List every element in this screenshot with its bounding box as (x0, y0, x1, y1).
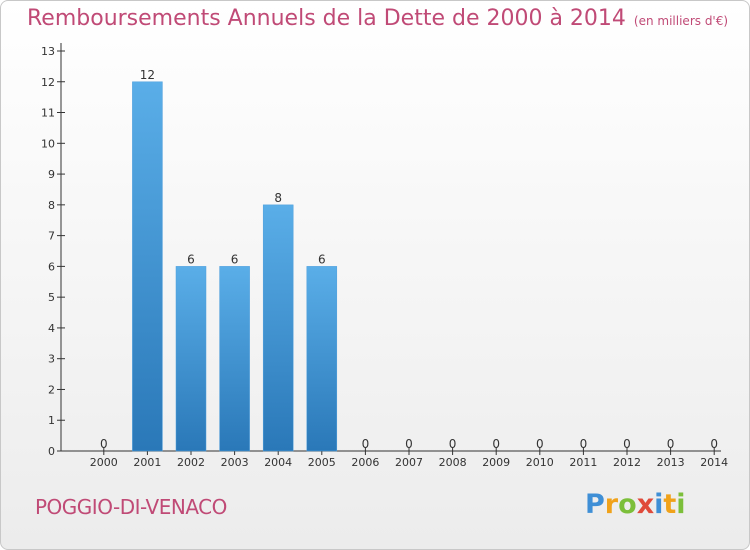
x-tick-label: 2005 (308, 456, 336, 469)
data-label: 8 (274, 191, 282, 205)
data-label: 6 (231, 252, 239, 266)
chart-title-text: Remboursements Annuels de la Dette de 20… (27, 6, 626, 31)
x-tick-label: 2012 (613, 456, 641, 469)
x-tick-label: 2007 (395, 456, 423, 469)
x-tick-label: 2011 (569, 456, 597, 469)
y-tick-label: 11 (41, 107, 55, 120)
y-tick-label: 5 (48, 291, 55, 304)
y-tick-label: 9 (48, 168, 55, 181)
data-label: 0 (623, 437, 631, 451)
data-label: 0 (492, 437, 500, 451)
bar (175, 266, 207, 452)
unit-label: (en milliers d'€) (633, 14, 729, 28)
y-tick-label: 12 (41, 76, 55, 89)
x-tick-label: 2001 (133, 456, 161, 469)
y-tick-label: 1 (48, 414, 55, 427)
bar (219, 266, 250, 452)
logo-letter: t (663, 489, 677, 520)
chart-data-labels: 0 12 6 6 8 6 0 0 0 0 0 0 0 0 0 (100, 68, 718, 451)
x-tick-label: 2013 (657, 456, 685, 469)
bar (262, 204, 294, 452)
x-tick-label: 2003 (221, 456, 249, 469)
data-label: 0 (536, 437, 544, 451)
x-tick-label: 2010 (526, 456, 554, 469)
y-tick-label: 13 (41, 45, 55, 58)
logo-letter: o (618, 489, 637, 520)
x-tick-label: 2006 (351, 456, 379, 469)
proxiti-logo: Proxiti (585, 489, 686, 520)
logo-letter: x (636, 489, 655, 520)
y-tick-label: 3 (48, 353, 55, 366)
logo-letter: P (585, 489, 605, 520)
data-label: 0 (405, 437, 413, 451)
data-label: 6 (187, 252, 195, 266)
data-label: 0 (580, 437, 588, 451)
x-tick-label: 2009 (482, 456, 510, 469)
y-tick-label: 4 (48, 322, 55, 335)
logo-letter: r (604, 489, 619, 520)
x-tick-label: 2000 (90, 456, 118, 469)
bar (306, 266, 338, 452)
data-label: 12 (140, 68, 155, 82)
y-tick-label: 2 (48, 383, 55, 396)
chart-bars (132, 81, 338, 452)
bar (132, 81, 163, 452)
logo-letter: i (654, 489, 664, 520)
y-tick-label: 7 (48, 230, 55, 243)
data-label: 6 (318, 252, 326, 266)
x-tick-label: 2008 (439, 456, 467, 469)
y-tick-label: 6 (48, 260, 55, 273)
data-label: 0 (100, 437, 108, 451)
x-tick-label: 2014 (700, 456, 728, 469)
chart-title: Remboursements Annuels de la Dette de 20… (27, 6, 728, 31)
y-tick-label: 8 (48, 199, 55, 212)
x-tick-label: 2002 (177, 456, 205, 469)
commune-name: POGGIO-DI-VENACO (35, 495, 227, 519)
logo-letter: i (676, 489, 686, 520)
data-label: 0 (449, 437, 457, 451)
data-label: 0 (667, 437, 675, 451)
x-tick-label: 2004 (264, 456, 292, 469)
data-label: 0 (710, 437, 718, 451)
data-label: 0 (362, 437, 370, 451)
y-tick-label: 10 (41, 137, 55, 150)
y-tick-label: 0 (48, 445, 55, 458)
